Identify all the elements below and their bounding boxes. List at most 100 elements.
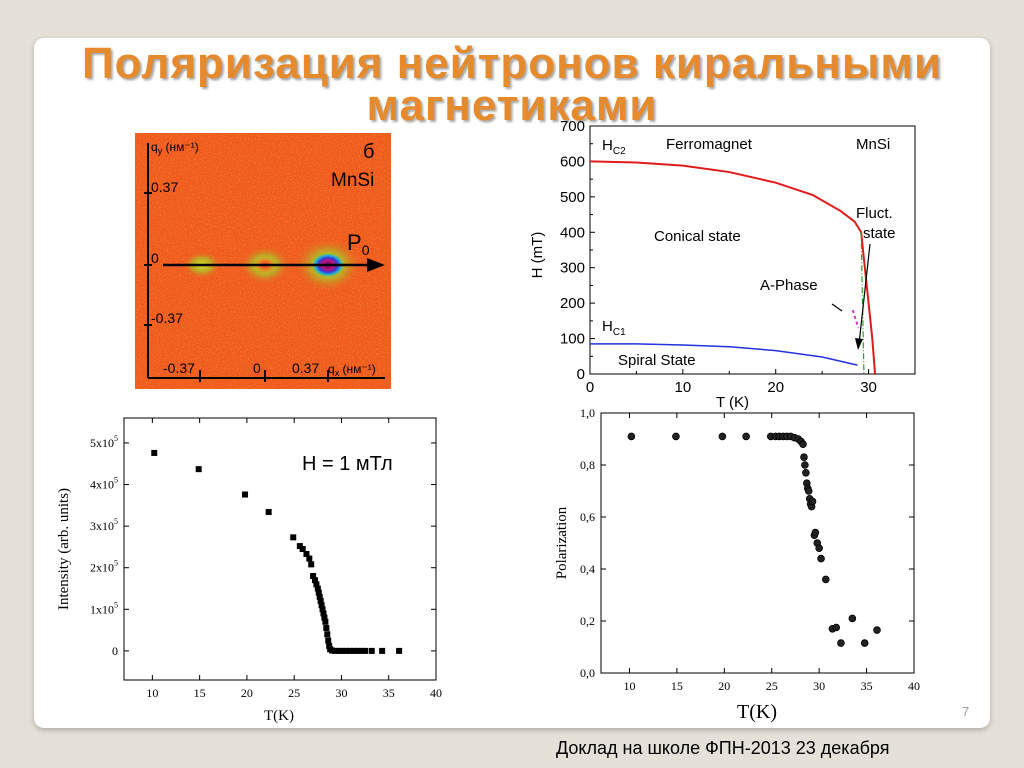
ferromagnet-label: Ferromagnet: [666, 136, 753, 153]
y-tick-label: 0,4: [580, 562, 595, 576]
data-point: [331, 647, 338, 654]
fluct-label-2: state: [863, 225, 896, 242]
data-point: [303, 550, 310, 557]
data-point: [318, 602, 325, 609]
data-point: [313, 581, 320, 588]
data-point: [362, 647, 369, 654]
polarization-plot-area: [600, 412, 915, 674]
x-tick-label: 25: [288, 686, 300, 700]
panel-label: б: [363, 141, 374, 163]
data-point: [799, 440, 807, 448]
data-point: [323, 625, 330, 632]
phase-series-0: [589, 160, 877, 375]
data-point: [358, 647, 365, 654]
phase-y-tick-label: 100: [560, 331, 585, 348]
x-tick-label-m037: -0.37: [163, 360, 195, 376]
aphase-arrow: [831, 303, 843, 312]
data-point: [314, 585, 321, 592]
slide-title-line1: Поляризация нейтронов киральными: [81, 39, 942, 88]
data-point: [290, 534, 297, 541]
phase-x-tick-label: 20: [767, 379, 784, 396]
data-point: [815, 544, 823, 553]
y-tick-label: 3x105: [90, 517, 118, 533]
phase-y-tick-label: 500: [560, 189, 585, 206]
x-tick-label: 35: [383, 686, 395, 700]
sans-map-chart: 0.37 0 -0.37 -0.37 0 0.37 qy (нм⁻¹) qx (…: [135, 133, 391, 389]
p0-arrow-head: [367, 258, 385, 272]
data-point: [324, 631, 331, 638]
y-tick-label: 0,6: [580, 510, 595, 524]
y-tick-label: 0,0: [580, 666, 595, 680]
data-point: [379, 647, 386, 654]
data-point: [350, 647, 357, 654]
polarization-x-label: T(K): [737, 701, 777, 723]
conical-label: Conical state: [654, 228, 741, 245]
y-axis-label: qy (нм⁻¹): [151, 140, 199, 156]
y-tick-label: 0,2: [580, 614, 595, 628]
data-point: [672, 432, 680, 441]
phase-x-label: T (K): [716, 394, 749, 411]
data-point: [821, 575, 830, 584]
phase-y-tick-label: 400: [560, 224, 585, 241]
data-point: [317, 597, 324, 604]
phase-series-1: [590, 343, 858, 366]
data-point: [308, 561, 315, 568]
data-point: [322, 618, 329, 625]
spiral-label: Spiral State: [618, 352, 696, 369]
x-tick-label: 25: [766, 679, 778, 693]
phase-y-tick-label: 200: [560, 295, 585, 312]
data-point: [151, 449, 158, 456]
intensity-plot-area: [123, 417, 437, 681]
data-point: [339, 647, 346, 654]
data-point: [802, 469, 810, 477]
data-point: [800, 453, 808, 461]
data-point: [321, 614, 328, 621]
phase-x-tick-label: 30: [860, 379, 877, 396]
y-tick-label: 5x105: [90, 434, 118, 450]
data-point: [801, 461, 809, 469]
x-tick-label: 30: [813, 679, 825, 693]
data-point: [325, 637, 332, 644]
x-tick-label: 40: [908, 679, 920, 693]
intensity-annotation: H = 1 мТл: [302, 453, 393, 475]
x-tick-label: 35: [861, 679, 873, 693]
aphase-label: A-Phase: [760, 277, 818, 294]
map-material-label: MnSi: [331, 170, 374, 191]
x-tick-label: 20: [241, 686, 253, 700]
y-tick-label: 4x105: [90, 476, 118, 492]
data-point: [837, 639, 845, 647]
y-tick-label-m037: -0.37: [151, 310, 183, 326]
phase-x-tick-label: 0: [586, 379, 594, 396]
polarization-chart: 10 15 20 25 30 35 40 0,0 0,2 0,4 0,6 0,8 1,0 T(K) Po…: [554, 406, 920, 723]
data-point: [343, 647, 350, 654]
phase-diagram-chart: 0 100 200 300 400 500 600 700 0 10 20 30 Ferromagne…: [529, 118, 916, 411]
x-tick-label: 30: [335, 686, 347, 700]
hc2-label: HC2: [602, 137, 626, 157]
y-tick-label: 0: [112, 644, 118, 658]
data-point: [316, 593, 323, 600]
data-point: [311, 577, 318, 584]
footer-text: Доклад на школе ФПН-2013 23 декабря: [556, 738, 890, 758]
data-point: [326, 642, 333, 649]
data-point: [811, 528, 820, 537]
intensity-y-label: Intensity (arb. units): [56, 488, 72, 610]
phase-y-tick-label: 600: [560, 153, 585, 170]
data-point: [742, 432, 750, 441]
data-point: [310, 573, 317, 580]
data-point: [299, 546, 306, 552]
phase-y-tick-label: 300: [560, 260, 585, 277]
data-point: [319, 606, 326, 613]
slide-title-line2: магнетиками: [366, 81, 658, 130]
intensity-chart: 10 15 20 25 30 35 40 0 1x105 2x105 3x105 4x105 5x105…: [56, 417, 442, 724]
fluct-arrow: [858, 243, 871, 345]
data-point: [265, 508, 272, 515]
data-point: [848, 614, 857, 623]
p0-label: P0: [347, 230, 370, 258]
polarization-y-label: Polarization: [554, 506, 570, 579]
data-point: [306, 555, 313, 562]
data-point: [817, 554, 825, 563]
data-point: [195, 466, 202, 473]
phase-y-tick-label: 0: [577, 366, 585, 383]
data-point: [808, 497, 817, 506]
data-point: [354, 647, 361, 654]
